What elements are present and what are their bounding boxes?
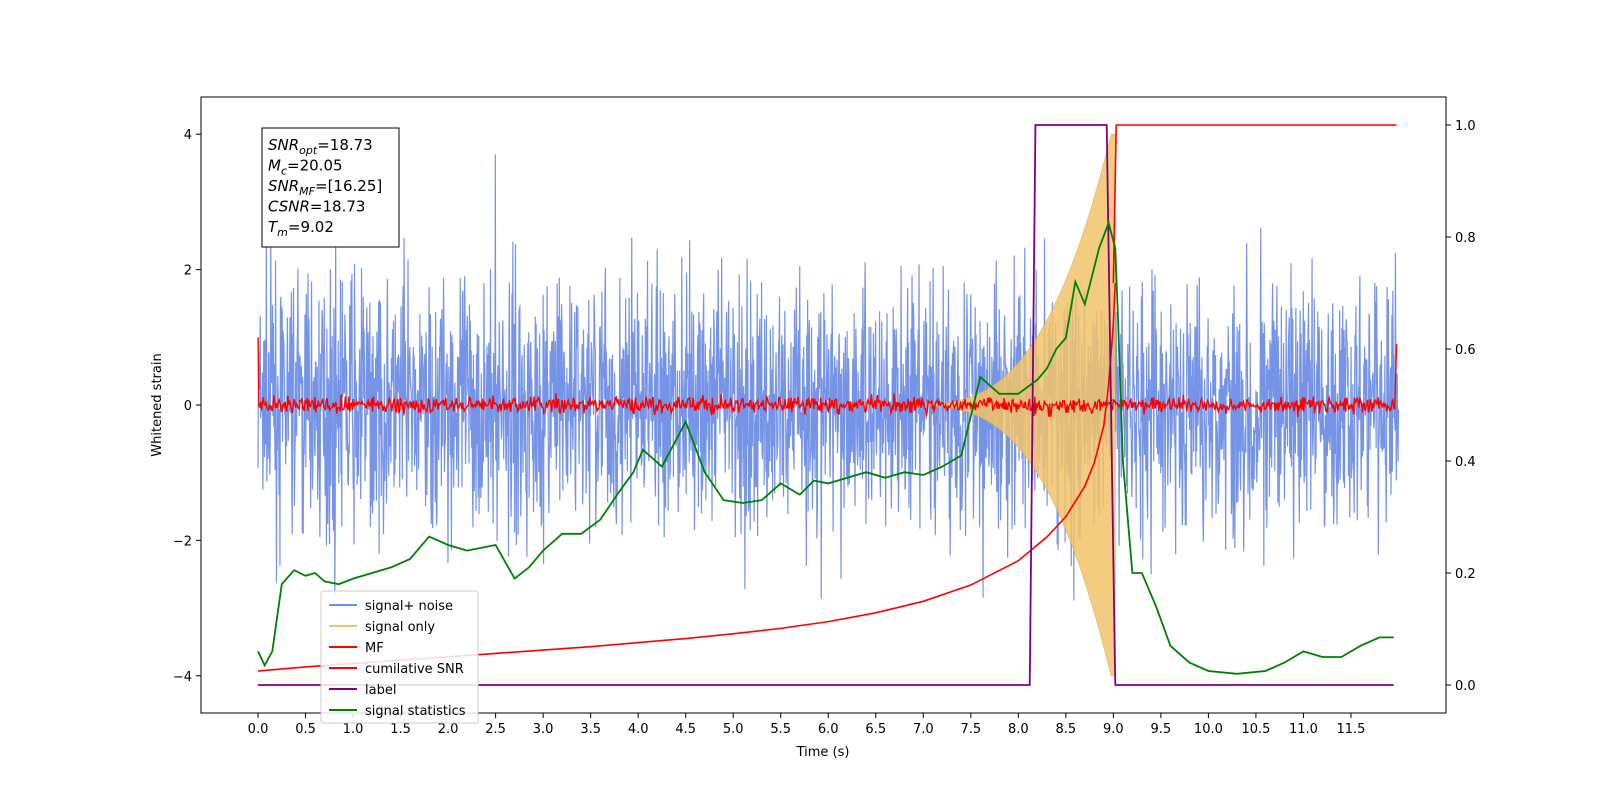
x-tick-label: 10.0 — [1194, 722, 1223, 737]
x-tick-label: 6.5 — [865, 722, 886, 737]
x-tick-label: 1.5 — [390, 722, 411, 737]
x-tick-label: 9.0 — [1103, 722, 1124, 737]
x-tick-label: 1.0 — [343, 722, 364, 737]
legend-label: MF — [365, 641, 384, 656]
series-signal-noise-line — [257, 154, 1400, 601]
y-axis-title: Whitened strain — [150, 353, 165, 456]
x-tick-label: 11.0 — [1289, 722, 1318, 737]
x-tick-label: 3.5 — [580, 722, 601, 737]
y-right-tick-label: 1.0 — [1455, 119, 1476, 134]
y-left-tick-label: −2 — [173, 534, 192, 549]
x-tick-label: 8.5 — [1056, 722, 1077, 737]
y-right-tick-label: 0.2 — [1455, 567, 1476, 582]
x-tick-label: 2.5 — [485, 722, 506, 737]
y-right-tick-label: 0.0 — [1455, 679, 1476, 694]
annotation-line: Tm=9.02 — [268, 218, 334, 239]
x-tick-label: 0.0 — [248, 722, 269, 737]
x-axis-title: Time (s) — [796, 745, 850, 760]
annotation-line: SNRMF=[16.25] — [268, 177, 382, 198]
series-mf-line — [257, 337, 1398, 418]
series-label-line — [258, 124, 1394, 686]
annotation-line: CSNR=18.73 — [268, 198, 365, 216]
x-tick-label: 8.0 — [1008, 722, 1029, 737]
y-left-tick-label: 4 — [184, 128, 192, 143]
y-right-tick-label: 0.4 — [1455, 455, 1476, 470]
x-tick-label: 4.5 — [675, 722, 696, 737]
series-signal-statistics-line — [257, 220, 1394, 675]
y-left-tick-label: 2 — [184, 264, 192, 279]
x-tick-label: 6.0 — [818, 722, 839, 737]
x-tick-label: 2.0 — [438, 722, 459, 737]
x-tick-label: 9.5 — [1151, 722, 1172, 737]
x-tick-label: 7.0 — [913, 722, 934, 737]
y-right-tick-label: 0.8 — [1455, 231, 1476, 246]
x-tick-label: 5.0 — [723, 722, 744, 737]
x-tick-label: 0.5 — [295, 722, 316, 737]
annotation-box: SNRopt=18.73Mc=20.05SNRMF=[16.25]CSNR=18… — [261, 127, 400, 248]
annotation-line: SNRopt=18.73 — [268, 136, 373, 157]
x-tick-label: 3.0 — [533, 722, 554, 737]
annotation-line: Mc=20.05 — [268, 157, 343, 178]
y-left-tick-label: −4 — [173, 670, 192, 685]
legend-label: label — [365, 683, 396, 698]
legend-label: signal only — [365, 620, 435, 635]
legend-label: signal statistics — [365, 704, 466, 719]
x-tick-label: 4.0 — [628, 722, 649, 737]
x-tick-label: 11.5 — [1336, 722, 1365, 737]
legend-label: cumilative SNR — [365, 662, 464, 677]
legend: signal+ noise signal only MF cumilative SNR… — [320, 590, 479, 724]
legend-label: signal+ noise — [365, 599, 453, 614]
series-cumulative-snr-plateau — [1112, 124, 1397, 284]
legend-frame — [320, 590, 479, 724]
y-left-tick-label: 0 — [184, 399, 192, 414]
y-right-tick-label: 0.6 — [1455, 343, 1476, 358]
axes-layer: 0.0 0.5 1.0 1.5 2.0 2.5 3.0 3.5 4.0 4.5 5.0 5.5 6.0 6… — [173, 119, 1476, 737]
x-tick-label: 10.5 — [1241, 722, 1270, 737]
x-tick-label: 7.5 — [960, 722, 981, 737]
x-tick-label: 5.5 — [770, 722, 791, 737]
annotation-frame — [261, 127, 400, 248]
